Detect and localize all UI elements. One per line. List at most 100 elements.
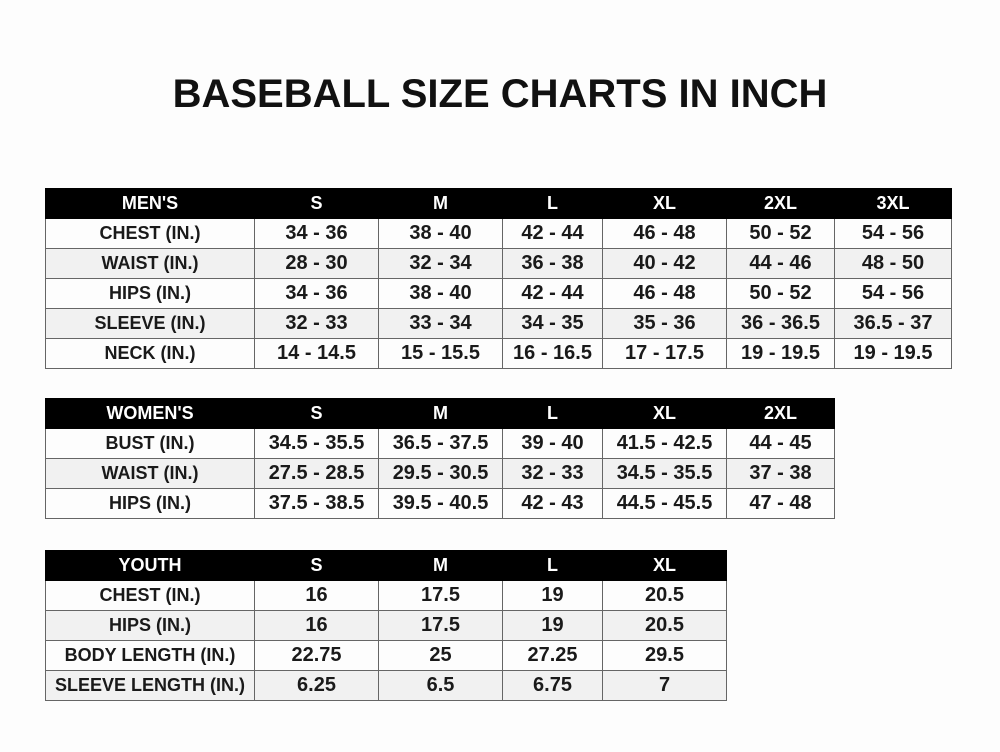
size-value: 19 - 19.5 <box>834 338 952 369</box>
size-header: L <box>502 188 603 219</box>
size-value: 54 - 56 <box>834 278 952 309</box>
measurement-label: CHEST (IN.) <box>45 580 255 611</box>
size-value: 20.5 <box>602 610 727 641</box>
size-value: 54 - 56 <box>834 218 952 249</box>
size-value: 29.5 <box>602 640 727 671</box>
size-value: 32 - 33 <box>502 458 603 489</box>
size-header: L <box>502 550 603 581</box>
measurement-label: HIPS (IN.) <box>45 610 255 641</box>
category-header: MEN'S <box>45 188 255 219</box>
size-value: 37 - 38 <box>726 458 835 489</box>
size-value: 46 - 48 <box>602 218 727 249</box>
size-value: 7 <box>602 670 727 701</box>
size-value: 40 - 42 <box>602 248 727 279</box>
size-value: 32 - 34 <box>378 248 503 279</box>
measurement-label: SLEEVE (IN.) <box>45 308 255 339</box>
size-value: 6.75 <box>502 670 603 701</box>
size-value: 27.25 <box>502 640 603 671</box>
size-value: 16 <box>254 580 379 611</box>
size-value: 41.5 - 42.5 <box>602 428 727 459</box>
measurement-label: BODY LENGTH (IN.) <box>45 640 255 671</box>
size-value: 44.5 - 45.5 <box>602 488 727 519</box>
size-header: 2XL <box>726 398 835 429</box>
measurement-label: BUST (IN.) <box>45 428 255 459</box>
size-header: M <box>378 188 503 219</box>
size-value: 17 - 17.5 <box>602 338 727 369</box>
header-row: MEN'S S M L XL 2XL 3XL <box>45 188 952 219</box>
table-row: BUST (IN.) 34.5 - 35.5 36.5 - 37.5 39 - 40 4… <box>45 428 835 459</box>
size-header: L <box>502 398 603 429</box>
size-value: 36 - 36.5 <box>726 308 835 339</box>
size-value: 50 - 52 <box>726 278 835 309</box>
youth-size-table: YOUTH S M L XL CHEST (IN.) 16 17.5 19 20.5 HIPS (I… <box>45 550 727 701</box>
category-header: YOUTH <box>45 550 255 581</box>
size-value: 33 - 34 <box>378 308 503 339</box>
size-value: 17.5 <box>378 580 503 611</box>
size-value: 34 - 35 <box>502 308 603 339</box>
table-row: HIPS (IN.) 37.5 - 38.5 39.5 - 40.5 42 - 43 4… <box>45 488 835 519</box>
size-value: 48 - 50 <box>834 248 952 279</box>
size-header: M <box>378 550 503 581</box>
size-value: 6.5 <box>378 670 503 701</box>
size-header: XL <box>602 398 727 429</box>
size-value: 19 <box>502 580 603 611</box>
page-title: BASEBALL SIZE CHARTS IN INCH <box>172 72 828 116</box>
size-value: 46 - 48 <box>602 278 727 309</box>
category-header: WOMEN'S <box>45 398 255 429</box>
size-value: 42 - 43 <box>502 488 603 519</box>
table-row: SLEEVE (IN.) 32 - 33 33 - 34 34 - 35 35 - 36… <box>45 308 952 339</box>
size-value: 28 - 30 <box>254 248 379 279</box>
size-value: 34.5 - 35.5 <box>602 458 727 489</box>
size-value: 38 - 40 <box>378 278 503 309</box>
size-header: 3XL <box>834 188 952 219</box>
measurement-label: NECK (IN.) <box>45 338 255 369</box>
size-value: 39 - 40 <box>502 428 603 459</box>
size-header: S <box>254 550 379 581</box>
size-value: 6.25 <box>254 670 379 701</box>
size-header: M <box>378 398 503 429</box>
size-header: S <box>254 188 379 219</box>
size-value: 25 <box>378 640 503 671</box>
womens-size-table: WOMEN'S S M L XL 2XL BUST (IN.) 34.5 - 35.5 36.5… <box>45 398 835 519</box>
measurement-label: WAIST (IN.) <box>45 248 255 279</box>
size-value: 34 - 36 <box>254 278 379 309</box>
size-value: 47 - 48 <box>726 488 835 519</box>
table-row: WAIST (IN.) 28 - 30 32 - 34 36 - 38 40 - 42 4… <box>45 248 952 279</box>
size-value: 42 - 44 <box>502 218 603 249</box>
header-row: WOMEN'S S M L XL 2XL <box>45 398 835 429</box>
size-value: 17.5 <box>378 610 503 641</box>
size-value: 19 - 19.5 <box>726 338 835 369</box>
table-row: NECK (IN.) 14 - 14.5 15 - 15.5 16 - 16.5 17 … <box>45 338 952 369</box>
size-value: 27.5 - 28.5 <box>254 458 379 489</box>
size-value: 39.5 - 40.5 <box>378 488 503 519</box>
size-value: 35 - 36 <box>602 308 727 339</box>
mens-size-table: MEN'S S M L XL 2XL 3XL CHEST (IN.) 34 - 36 38 - 4… <box>45 188 952 369</box>
size-value: 29.5 - 30.5 <box>378 458 503 489</box>
table-row: BODY LENGTH (IN.) 22.75 25 27.25 29.5 <box>45 640 727 671</box>
size-header: XL <box>602 550 727 581</box>
table-row: CHEST (IN.) 34 - 36 38 - 40 42 - 44 46 - 48 5… <box>45 218 952 249</box>
measurement-label: WAIST (IN.) <box>45 458 255 489</box>
size-value: 50 - 52 <box>726 218 835 249</box>
table-row: HIPS (IN.) 16 17.5 19 20.5 <box>45 610 727 641</box>
measurement-label: CHEST (IN.) <box>45 218 255 249</box>
size-value: 34 - 36 <box>254 218 379 249</box>
size-value: 15 - 15.5 <box>378 338 503 369</box>
size-value: 36.5 - 37.5 <box>378 428 503 459</box>
size-value: 16 <box>254 610 379 641</box>
size-value: 14 - 14.5 <box>254 338 379 369</box>
size-value: 36 - 38 <box>502 248 603 279</box>
table-row: WAIST (IN.) 27.5 - 28.5 29.5 - 30.5 32 - 33… <box>45 458 835 489</box>
size-value: 36.5 - 37 <box>834 308 952 339</box>
size-header: XL <box>602 188 727 219</box>
measurement-label: SLEEVE LENGTH (IN.) <box>45 670 255 701</box>
measurement-label: HIPS (IN.) <box>45 488 255 519</box>
size-header: S <box>254 398 379 429</box>
size-value: 42 - 44 <box>502 278 603 309</box>
size-value: 22.75 <box>254 640 379 671</box>
table-row: CHEST (IN.) 16 17.5 19 20.5 <box>45 580 727 611</box>
size-header: 2XL <box>726 188 835 219</box>
size-value: 19 <box>502 610 603 641</box>
size-value: 44 - 45 <box>726 428 835 459</box>
measurement-label: HIPS (IN.) <box>45 278 255 309</box>
